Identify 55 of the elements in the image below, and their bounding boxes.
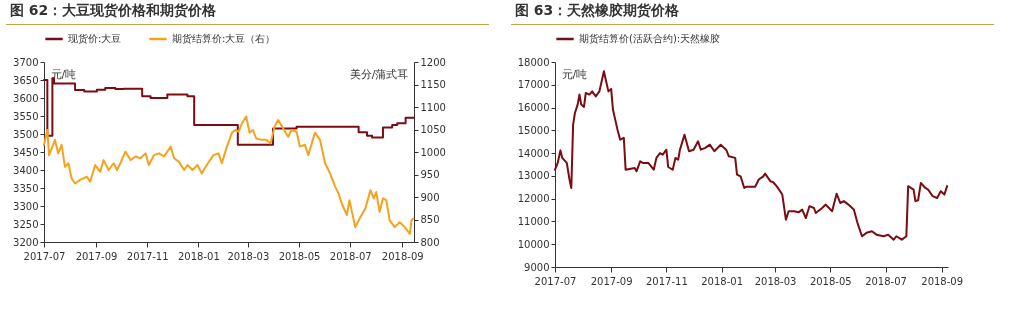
y-tick-label: 16000 xyxy=(517,102,550,114)
y-tick-label: 3600 xyxy=(13,92,39,104)
y-tick-label: 3400 xyxy=(13,164,39,176)
y-tick-label: 3300 xyxy=(13,200,39,212)
y2-tick-label: 1000 xyxy=(420,146,446,158)
x-tick-label: 2017-11 xyxy=(126,250,169,262)
x-tick-label: 2018-07 xyxy=(865,275,907,287)
y2-tick-label: 1200 xyxy=(420,56,446,68)
y2-tick-label: 1100 xyxy=(420,101,446,113)
y-tick-label: 3700 xyxy=(13,56,39,68)
y-axis-title: 元/吨 xyxy=(561,67,588,81)
y-tick-label: 13000 xyxy=(517,170,550,182)
x-tick-label: 2018-01 xyxy=(177,250,220,262)
y2-tick-label: 1150 xyxy=(420,79,446,90)
x-tick-label: 2017-09 xyxy=(590,275,633,287)
y-tick-label: 10000 xyxy=(517,238,550,250)
x-tick-label: 2018-05 xyxy=(278,250,321,262)
chart-title: 图 62：大豆现货价格和期货价格 xyxy=(6,2,489,25)
y2-tick-label: 850 xyxy=(420,214,440,225)
line-series xyxy=(43,115,415,235)
y2-tick-label: 1050 xyxy=(420,124,446,135)
y2-tick-label: 900 xyxy=(420,191,440,203)
y-tick-label: 3500 xyxy=(13,128,39,140)
y2-tick-label: 950 xyxy=(420,169,440,180)
y2-axis-title: 美分/蒲式耳 xyxy=(349,67,409,81)
legend-label: 期货结算价(活跃合约):天然橡胶 xyxy=(579,33,721,44)
x-tick-label: 2018-07 xyxy=(329,250,372,262)
y-tick-label: 3650 xyxy=(13,74,39,86)
y-tick-label: 11000 xyxy=(517,215,550,227)
x-tick-label: 2018-03 xyxy=(227,250,270,262)
y-tick-label: 3450 xyxy=(13,146,39,158)
x-tick-label: 2018-01 xyxy=(701,275,744,287)
y-tick-label: 15000 xyxy=(517,124,550,136)
x-tick-label: 2017-07 xyxy=(23,250,66,262)
y-tick-label: 3200 xyxy=(13,236,39,248)
line-series xyxy=(554,70,949,241)
legend-label: 现货价:大豆 xyxy=(68,33,122,44)
x-tick-label: 2017-09 xyxy=(75,250,118,262)
y-tick-label: 9000 xyxy=(524,261,550,273)
y-tick-label: 12000 xyxy=(517,193,550,205)
x-tick-label: 2018-09 xyxy=(381,250,424,262)
y-tick-label: 3250 xyxy=(13,218,39,230)
y-tick-label: 17000 xyxy=(517,79,550,91)
y-tick-label: 3350 xyxy=(13,182,39,194)
y2-tick-label: 800 xyxy=(420,236,440,248)
legend-label: 期货结算价:大豆（右） xyxy=(172,33,276,44)
x-tick-label: 2018-09 xyxy=(921,275,964,287)
y-tick-label: 18000 xyxy=(517,56,550,68)
x-tick-label: 2017-11 xyxy=(645,275,688,287)
x-tick-label: 2017-07 xyxy=(534,275,577,287)
x-tick-label: 2018-05 xyxy=(809,275,852,287)
chart-title: 图 63：天然橡胶期货价格 xyxy=(511,2,994,25)
y-tick-label: 3550 xyxy=(13,110,39,122)
y-tick-label: 14000 xyxy=(517,147,550,159)
x-tick-label: 2018-03 xyxy=(754,275,797,287)
